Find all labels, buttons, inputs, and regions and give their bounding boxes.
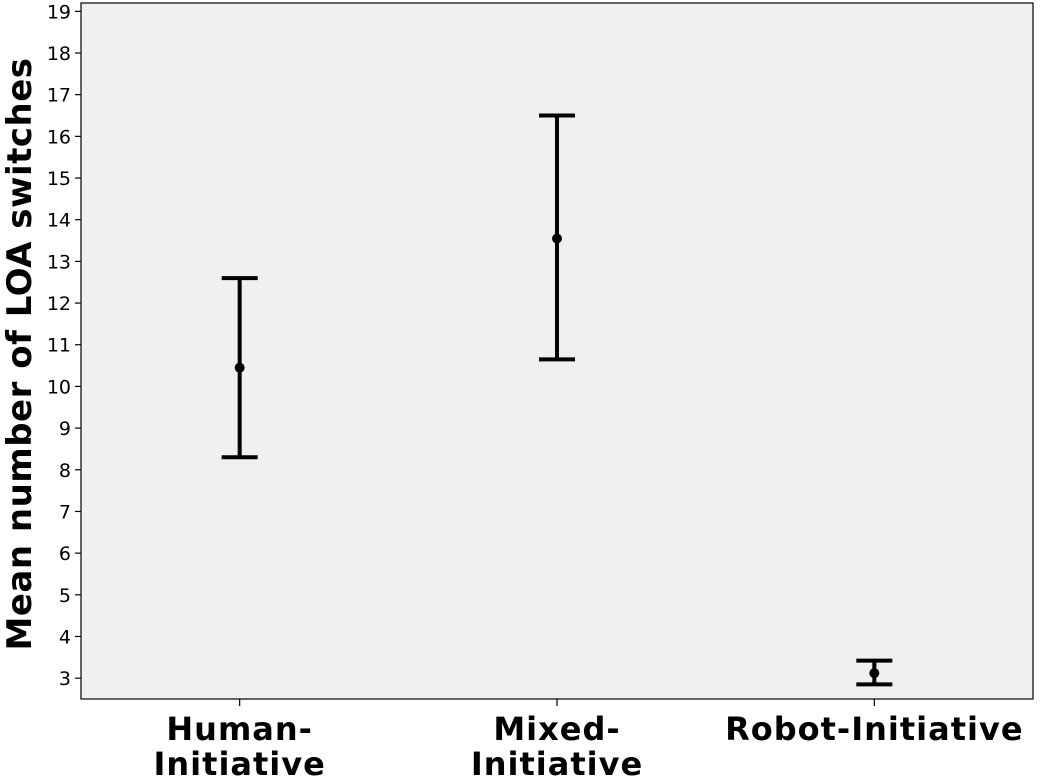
y-tick-label: 10 [47, 376, 71, 398]
x-tick-label: Initiative [153, 745, 325, 777]
y-tick-label: 5 [59, 585, 71, 607]
y-tick-label: 8 [59, 460, 71, 482]
y-tick-label: 11 [47, 335, 71, 357]
y-tick-label: 6 [59, 543, 71, 565]
y-tick-label: 7 [59, 501, 71, 523]
y-tick-label: 18 [47, 43, 71, 65]
y-tick-label: 3 [59, 668, 71, 690]
x-tick-label: Mixed- [493, 710, 620, 748]
y-tick-label: 12 [47, 293, 71, 315]
x-tick-label: Robot-Initiative [725, 710, 1023, 748]
plot-area: 345678910111213141516171819Human-Initiat… [47, 1, 1034, 777]
y-tick-label: 15 [47, 168, 71, 190]
y-tick-label: 14 [47, 210, 71, 232]
mean-point [552, 233, 562, 244]
mean-point [869, 668, 880, 679]
y-tick-label: 16 [47, 126, 71, 148]
x-tick-label: Initiative [471, 745, 643, 777]
y-tick-label: 9 [59, 418, 71, 440]
mean-point [234, 362, 245, 373]
y-tick-label: 13 [47, 251, 71, 273]
y-tick-label: 17 [47, 85, 71, 107]
y-tick-label: 19 [47, 1, 71, 23]
y-axis-title: Mean number of LOA switches [0, 57, 40, 650]
y-tick-label: 4 [59, 626, 71, 648]
x-tick-label: Human- [166, 710, 313, 748]
